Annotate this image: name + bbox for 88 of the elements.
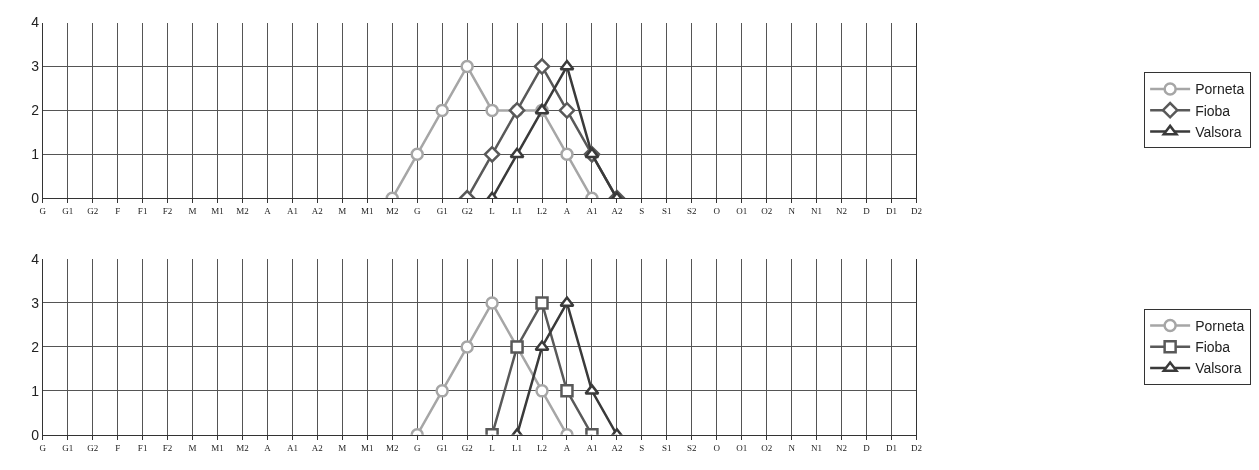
- x-tick-label: S2: [687, 206, 697, 217]
- x-tick-label: L1: [512, 206, 523, 217]
- x-tick-label: M2: [385, 206, 399, 217]
- x-tick-label: D: [863, 442, 871, 453]
- y-tick-label: 3: [31, 294, 40, 311]
- y-tick-label: 2: [31, 338, 40, 355]
- x-tick-label: S2: [687, 442, 697, 453]
- x-tick-label: N2: [836, 206, 848, 217]
- x-tick-label: G1: [62, 442, 74, 453]
- x-tick-label: M: [338, 206, 347, 217]
- x-tick-label: G2: [461, 442, 473, 453]
- x-tick-label: A2: [611, 442, 623, 453]
- x-tick-label: A: [563, 442, 571, 453]
- x-tick-label: M: [188, 442, 197, 453]
- y-tick-label: 1: [31, 146, 40, 163]
- x-tick-label: M: [338, 442, 347, 453]
- x-tick-label: A2: [311, 442, 323, 453]
- x-tick-label: M2: [236, 206, 249, 217]
- x-tick-label: N2: [836, 442, 848, 453]
- x-tick-label: O: [713, 442, 721, 453]
- x-tick-label: N1: [811, 206, 823, 217]
- x-tick-label: G: [39, 442, 47, 453]
- x-tick-label: D: [863, 206, 871, 217]
- x-tick-label: A1: [286, 206, 298, 217]
- x-tick-label: L2: [537, 206, 548, 217]
- x-tick-label: O1: [736, 442, 748, 453]
- x-tick-label: G1: [62, 206, 74, 217]
- x-tick-label: F2: [162, 442, 173, 453]
- x-tick-label: S: [639, 206, 645, 217]
- x-tick-label: M1: [361, 442, 374, 453]
- x-tick-label: G2: [87, 206, 99, 217]
- x-tick-label: A2: [311, 206, 323, 217]
- x-tick-label: S: [639, 442, 645, 453]
- x-tick-label: D1: [885, 206, 897, 217]
- x-tick-label: M2: [385, 442, 399, 453]
- x-tick-label: M1: [211, 442, 224, 453]
- x-tick-label: A1: [586, 442, 598, 453]
- x-tick-label: L2: [537, 442, 548, 453]
- y-tick-label: 1: [31, 382, 40, 399]
- x-tick-label: A: [264, 442, 272, 453]
- legend-label: Porneta: [1195, 81, 1245, 98]
- x-tick-label: S1: [662, 442, 672, 453]
- x-tick-label: M1: [211, 206, 224, 217]
- legend-label: Valsora: [1195, 360, 1242, 377]
- x-tick-label: N1: [811, 442, 823, 453]
- x-tick-label: D2: [910, 206, 922, 217]
- x-tick-label: F1: [137, 442, 148, 453]
- x-tick-label: F2: [162, 206, 173, 217]
- x-tick-label: G2: [87, 442, 99, 453]
- x-tick-label: G: [413, 442, 421, 453]
- x-tick-label: M1: [361, 206, 374, 217]
- x-tick-label: N: [788, 206, 796, 217]
- legend-label: Porneta: [1195, 317, 1245, 334]
- legend-label: Valsora: [1195, 123, 1242, 140]
- x-tick-label: G2: [461, 206, 473, 217]
- x-tick-label: A1: [586, 206, 598, 217]
- x-tick-label: L1: [512, 442, 523, 453]
- legend-label: Fioba: [1195, 339, 1231, 356]
- x-tick-label: O2: [761, 206, 773, 217]
- y-tick-label: 0: [31, 426, 40, 443]
- y-tick-label: 2: [31, 102, 40, 119]
- legend-label: Fioba: [1195, 102, 1231, 119]
- x-tick-label: S1: [662, 206, 672, 217]
- x-tick-label: M2: [236, 442, 249, 453]
- x-tick-label: F1: [137, 206, 148, 217]
- x-tick-label: L: [489, 206, 495, 217]
- x-tick-label: M: [188, 206, 197, 217]
- x-tick-label: A: [563, 206, 571, 217]
- y-tick-label: 4: [31, 250, 40, 267]
- x-tick-label: G1: [436, 442, 448, 453]
- x-tick-label: A1: [286, 442, 298, 453]
- x-tick-label: O2: [761, 442, 773, 453]
- x-tick-label: F: [115, 206, 121, 217]
- x-tick-label: O1: [736, 206, 748, 217]
- x-tick-label: A: [264, 206, 272, 217]
- x-tick-label: D2: [910, 442, 922, 453]
- y-tick-label: 4: [31, 14, 40, 31]
- x-tick-label: A2: [611, 206, 623, 217]
- x-tick-label: L: [489, 442, 495, 453]
- x-tick-label: G: [413, 206, 421, 217]
- x-tick-label: F: [115, 442, 121, 453]
- y-tick-label: 0: [31, 190, 40, 207]
- x-tick-label: D1: [885, 442, 897, 453]
- x-tick-label: G: [39, 206, 47, 217]
- x-tick-label: G1: [436, 206, 448, 217]
- x-tick-label: O: [713, 206, 721, 217]
- x-tick-label: N: [788, 442, 796, 453]
- y-tick-label: 3: [31, 58, 40, 75]
